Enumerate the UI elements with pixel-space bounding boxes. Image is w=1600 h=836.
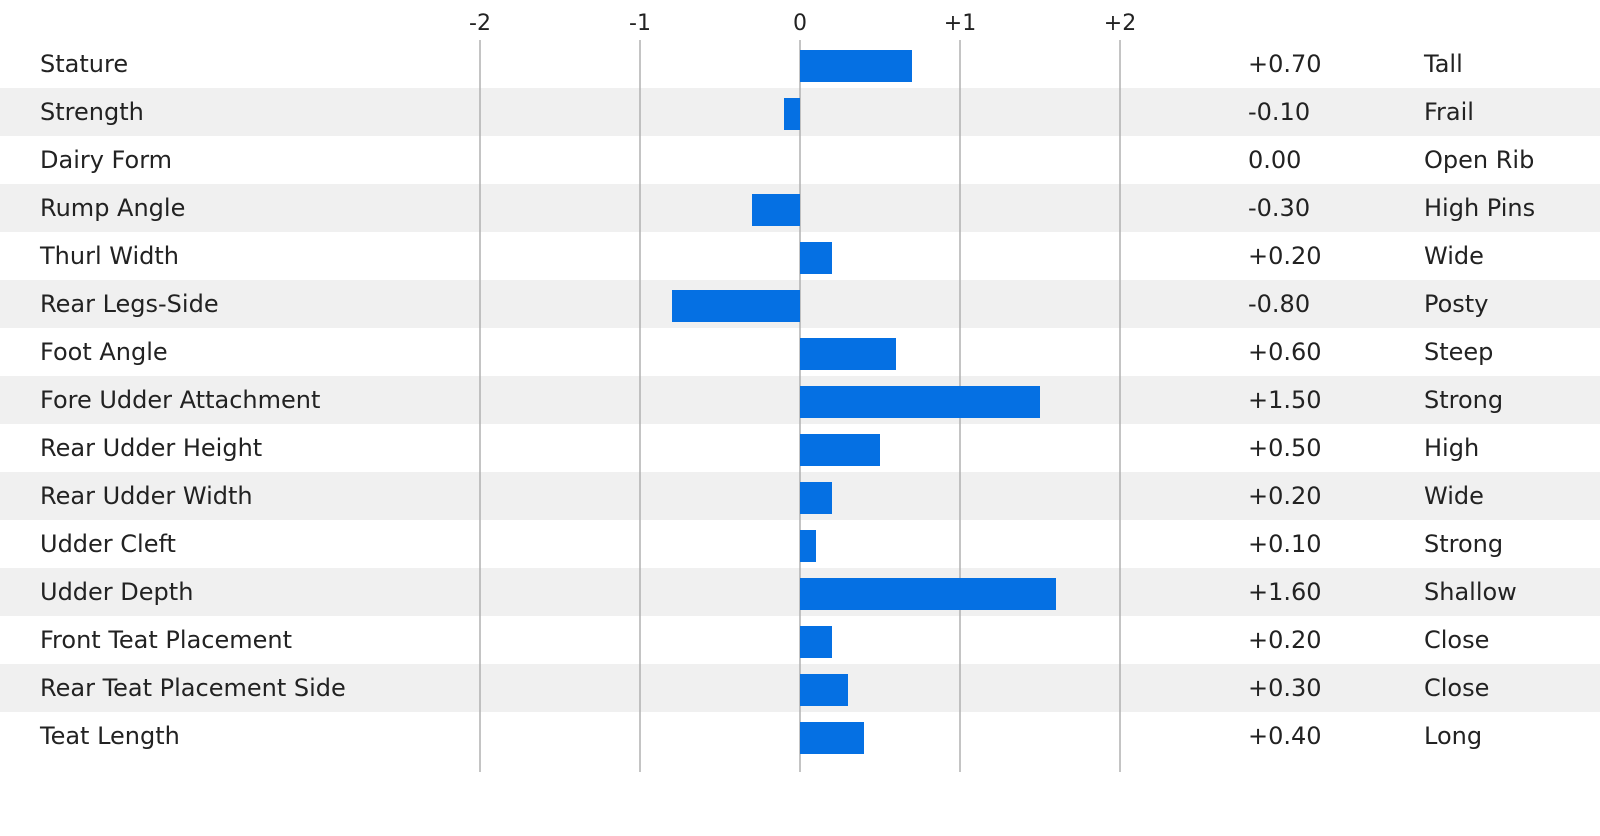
descriptor-label: Wide — [1424, 242, 1484, 270]
x-tick-label: +1 — [944, 11, 976, 36]
bar — [800, 434, 880, 466]
value-label: +0.30 — [1248, 674, 1322, 702]
bar — [800, 242, 832, 274]
bar — [800, 386, 1040, 418]
trait-label: Stature — [40, 50, 128, 78]
descriptor-label: Wide — [1424, 482, 1484, 510]
value-label: +0.20 — [1248, 626, 1322, 654]
value-label: +0.60 — [1248, 338, 1322, 366]
bar — [800, 722, 864, 754]
trait-label: Udder Cleft — [40, 530, 176, 558]
trait-label: Rear Udder Width — [40, 482, 253, 510]
trait-label: Fore Udder Attachment — [40, 386, 320, 414]
descriptor-label: Close — [1424, 626, 1489, 654]
descriptor-label: Posty — [1424, 290, 1488, 318]
value-label: -0.10 — [1248, 98, 1310, 126]
value-label: +0.40 — [1248, 722, 1322, 750]
descriptor-label: Long — [1424, 722, 1482, 750]
value-label: -0.30 — [1248, 194, 1310, 222]
bar — [800, 338, 896, 370]
trait-label: Rear Teat Placement Side — [40, 674, 346, 702]
bar — [672, 290, 800, 322]
x-tick-label: +2 — [1104, 11, 1136, 36]
bar — [800, 578, 1056, 610]
x-tick-label: 0 — [793, 11, 807, 36]
value-label: +0.10 — [1248, 530, 1322, 558]
descriptor-label: Close — [1424, 674, 1489, 702]
value-label: +1.60 — [1248, 578, 1322, 606]
descriptor-label: High Pins — [1424, 194, 1535, 222]
trait-label: Rear Legs-Side — [40, 290, 219, 318]
value-label: +0.20 — [1248, 242, 1322, 270]
trait-label: Dairy Form — [40, 146, 172, 174]
trait-label: Strength — [40, 98, 144, 126]
descriptor-label: Tall — [1423, 50, 1463, 78]
descriptor-label: Steep — [1424, 338, 1493, 366]
trait-label: Rump Angle — [40, 194, 185, 222]
descriptor-label: Strong — [1424, 530, 1503, 558]
value-label: 0.00 — [1248, 146, 1301, 174]
bar — [800, 482, 832, 514]
descriptor-label: Frail — [1424, 98, 1474, 126]
bars — [672, 50, 1056, 754]
value-label: -0.80 — [1248, 290, 1310, 318]
value-label: +0.20 — [1248, 482, 1322, 510]
trait-label: Front Teat Placement — [40, 626, 292, 654]
bar — [784, 98, 800, 130]
trait-label: Thurl Width — [39, 242, 179, 270]
trait-label: Udder Depth — [40, 578, 193, 606]
x-tick-label: -2 — [469, 11, 491, 36]
descriptor-label: Strong — [1424, 386, 1503, 414]
trait-label: Foot Angle — [40, 338, 168, 366]
value-label: +0.50 — [1248, 434, 1322, 462]
trait-label: Rear Udder Height — [40, 434, 262, 462]
bar — [800, 674, 848, 706]
bar — [752, 194, 800, 226]
bar — [800, 530, 816, 562]
descriptor-label: Shallow — [1424, 578, 1517, 606]
bar — [800, 50, 912, 82]
x-tick-label: -1 — [629, 11, 651, 36]
descriptor-label: Open Rib — [1424, 146, 1534, 174]
descriptor-label: High — [1424, 434, 1479, 462]
trait-label: Teat Length — [39, 722, 180, 750]
bar — [800, 626, 832, 658]
x-axis-ticks: -2 -1 0 +1 +2 — [469, 11, 1136, 36]
value-label: +0.70 — [1248, 50, 1322, 78]
value-label: +1.50 — [1248, 386, 1322, 414]
row-labels: Stature +0.70 Tall Strength -0.10 Frail Dairy … — [39, 50, 1535, 750]
